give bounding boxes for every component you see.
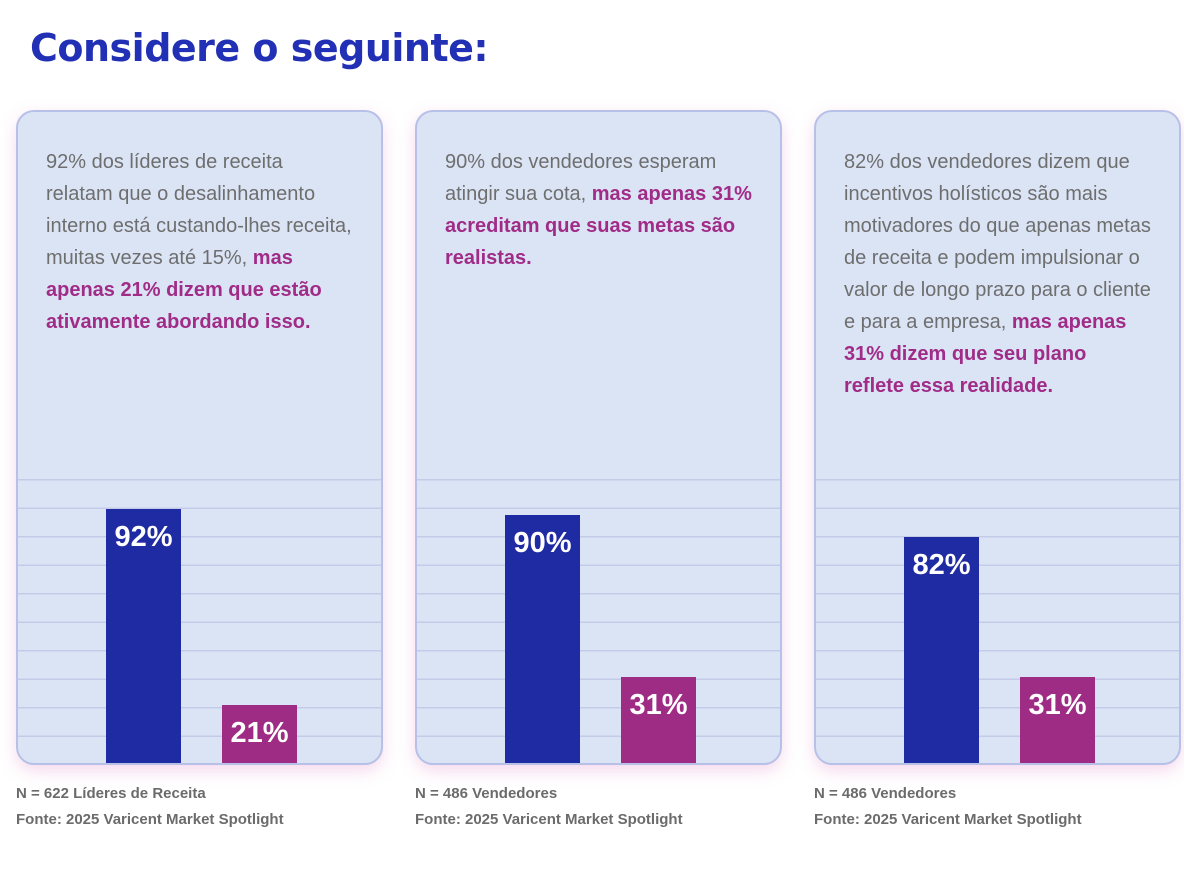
- footnote-revenue-leaders: N = 622 Líderes de Receita Fonte: 2025 V…: [16, 785, 383, 828]
- bar-value-label: 90%: [513, 526, 572, 559]
- bar-21-percent: 21%: [222, 704, 297, 763]
- bar-chart-sellers-quota: 90% 31%: [417, 478, 780, 763]
- card-paragraph: 92% dos líderes de receita relatam que o…: [18, 112, 381, 338]
- bar-chart-holistic-incentives: 82% 31%: [816, 478, 1179, 763]
- stat-card-sellers-quota: 90% dos vendedores esperam atingir sua c…: [415, 109, 782, 765]
- bar-92-percent: 92%: [106, 508, 181, 763]
- source-label: Fonte: 2025 Varicent Market Spotlight: [415, 810, 683, 828]
- bar-31-percent: 31%: [621, 676, 696, 763]
- bar-value-label: 31%: [629, 688, 688, 721]
- bar-value-label: 82%: [912, 548, 971, 581]
- sample-size-label: N = 486 Vendedores: [415, 784, 558, 802]
- cards-row: 92% dos líderes de receita relatam que o…: [16, 109, 1181, 765]
- page-title: Considere o seguinte:: [30, 26, 489, 70]
- footnote-holistic-incentives: N = 486 Vendedores Fonte: 2025 Varicent …: [814, 785, 1181, 828]
- card-text-normal: 92% dos líderes de receita relatam que o…: [46, 150, 352, 269]
- card-text-highlight: mas apenas 31% dizem que seu plano refle…: [844, 310, 1127, 397]
- bar-value-label: 21%: [230, 716, 289, 749]
- bar-31-percent: 31%: [1020, 676, 1095, 763]
- sample-size-label: N = 486 Vendedores: [814, 784, 957, 802]
- source-label: Fonte: 2025 Varicent Market Spotlight: [16, 810, 284, 828]
- bar-chart-revenue-leaders: 92% 21%: [18, 478, 381, 763]
- bar-value-label: 92%: [114, 520, 173, 553]
- bar-value-label: 31%: [1028, 688, 1087, 721]
- card-text-normal: 90% dos vendedores esperam atingir sua c…: [445, 150, 717, 205]
- footnote-sellers-quota: N = 486 Vendedores Fonte: 2025 Varicent …: [415, 785, 782, 828]
- footnotes-row: N = 622 Líderes de Receita Fonte: 2025 V…: [16, 785, 1181, 828]
- card-text-normal: 82% dos vendedores dizem que incentivos …: [844, 150, 1151, 333]
- stat-card-revenue-leaders: 92% dos líderes de receita relatam que o…: [16, 109, 383, 765]
- bar-82-percent: 82%: [904, 536, 979, 763]
- source-label: Fonte: 2025 Varicent Market Spotlight: [814, 810, 1082, 828]
- stat-card-holistic-incentives: 82% dos vendedores dizem que incentivos …: [814, 109, 1181, 765]
- card-paragraph: 82% dos vendedores dizem que incentivos …: [816, 112, 1179, 402]
- card-paragraph: 90% dos vendedores esperam atingir sua c…: [417, 112, 780, 274]
- bar-90-percent: 90%: [505, 514, 580, 763]
- infographic-page: Considere o seguinte: 92% dos líderes de…: [0, 26, 1184, 890]
- card-text-highlight: mas apenas 31% acreditam que suas metas …: [445, 182, 752, 269]
- sample-size-label: N = 622 Líderes de Receita: [16, 784, 206, 802]
- card-text-highlight: mas apenas 21% dizem que estão ativament…: [46, 246, 322, 333]
